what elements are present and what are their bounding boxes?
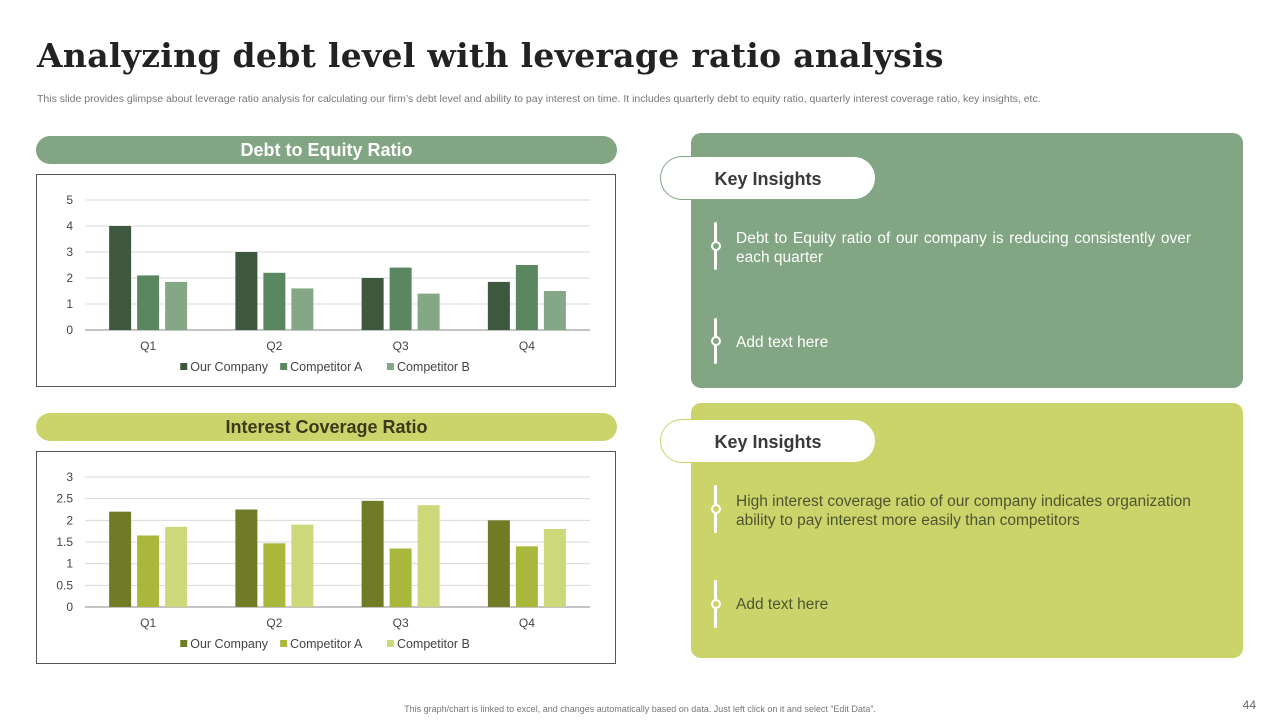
bar-our-company-q4	[487, 520, 510, 607]
bar-our-company-q1	[109, 511, 132, 607]
y-tick-label: 4	[66, 219, 73, 233]
x-tick-label: Q3	[393, 616, 409, 630]
key-insights-label: Key Insights	[660, 156, 876, 200]
insight-point: High interest coverage ratio of our comp…	[736, 493, 1191, 529]
bar-competitor-b-q2	[291, 524, 314, 607]
debt-to-equity-chart[interactable]: 0 1 2 3 4 5 Q1 Q2 Q3 Q4 Our Company Competitor A Com…	[36, 174, 616, 387]
x-tick-label: Q1	[140, 339, 156, 353]
bullet-dot-icon	[711, 504, 721, 514]
legend-swatch	[386, 640, 394, 647]
y-tick-label: 1	[66, 557, 73, 571]
y-tick-label: 2.5	[56, 492, 73, 506]
bar-competitor-a-q1	[137, 275, 160, 330]
bar-our-company-q4	[487, 281, 510, 330]
legend-swatch	[180, 363, 188, 370]
bar-competitor-b-q4	[543, 291, 566, 330]
legend-swatch	[280, 363, 288, 370]
legend-label: Our Company	[190, 637, 269, 651]
y-tick-label: 0	[66, 600, 73, 614]
y-tick-label: 0	[66, 323, 73, 337]
bar-our-company-q2	[235, 252, 258, 330]
bar-competitor-a-q2	[263, 272, 286, 330]
legend-swatch	[180, 640, 188, 647]
bar-competitor-a-q4	[515, 265, 538, 330]
y-tick-label: 3	[66, 245, 73, 259]
y-tick-label: 3	[66, 470, 73, 484]
x-tick-label: Q2	[266, 616, 282, 630]
legend-label: Our Company	[190, 360, 269, 374]
bar-competitor-a-q3	[389, 267, 412, 330]
bar-competitor-a-q1	[137, 535, 160, 607]
legend-label: Competitor A	[290, 637, 363, 651]
y-tick-label: 2	[66, 271, 73, 285]
insight-point: Debt to Equity ratio of our company is r…	[736, 230, 1191, 266]
bar-our-company-q3	[361, 500, 384, 607]
bar-competitor-b-q1	[165, 526, 188, 607]
legend-label: Competitor A	[290, 360, 363, 374]
insight-point: Add text here	[736, 334, 829, 351]
x-tick-label: Q4	[519, 339, 535, 353]
legend-swatch	[280, 640, 288, 647]
bar-competitor-b-q2	[291, 288, 314, 330]
y-tick-label: 2	[66, 513, 73, 527]
footer-note: This graph/chart is linked to excel, and…	[404, 704, 876, 714]
bar-competitor-b-q1	[165, 281, 188, 330]
y-tick-label: 1.5	[56, 535, 73, 549]
debt-to-equity-header: Debt to Equity Ratio	[36, 136, 617, 164]
y-tick-label: 0.5	[56, 578, 73, 592]
bar-our-company-q3	[361, 278, 384, 330]
debt-to-equity-chart-svg: 0 1 2 3 4 5 Q1 Q2 Q3 Q4 Our Company Competitor A Com…	[66, 193, 590, 374]
key-insights-label: Key Insights	[660, 419, 876, 463]
bullet-dot-icon	[711, 336, 721, 346]
slide-subtitle: This slide provides glimpse about levera…	[37, 93, 1041, 105]
bar-competitor-b-q4	[543, 529, 566, 607]
bar-competitor-a-q3	[389, 548, 412, 607]
legend-label: Competitor B	[397, 637, 470, 651]
slide-title: Analyzing debt level with leverage ratio…	[37, 36, 944, 75]
interest-coverage-chart[interactable]: 0 0.5 1 1.5 2 2.5 3 Q1 Q2 Q3 Q4 Our Company Competit…	[36, 451, 616, 664]
bullet-dot-icon	[711, 241, 721, 251]
bar-competitor-a-q2	[263, 543, 286, 607]
y-tick-label: 1	[66, 297, 73, 311]
bullet-dot-icon	[711, 599, 721, 609]
x-tick-label: Q2	[266, 339, 282, 353]
legend-swatch	[386, 363, 394, 370]
bar-our-company-q2	[235, 509, 258, 607]
interest-coverage-chart-svg: 0 0.5 1 1.5 2 2.5 3 Q1 Q2 Q3 Q4 Our Company Competit…	[56, 470, 590, 651]
legend-label: Competitor B	[397, 360, 470, 374]
insight-point: Add text here	[736, 596, 829, 613]
interest-coverage-header: Interest Coverage Ratio	[36, 413, 617, 441]
x-tick-label: Q3	[393, 339, 409, 353]
y-tick-label: 5	[66, 193, 73, 207]
bar-competitor-b-q3	[417, 293, 440, 330]
x-tick-label: Q1	[140, 616, 156, 630]
page-number: 44	[1242, 698, 1256, 712]
bar-our-company-q1	[109, 226, 132, 330]
x-tick-label: Q4	[519, 616, 535, 630]
bar-competitor-a-q4	[515, 546, 538, 607]
bar-competitor-b-q3	[417, 505, 440, 607]
